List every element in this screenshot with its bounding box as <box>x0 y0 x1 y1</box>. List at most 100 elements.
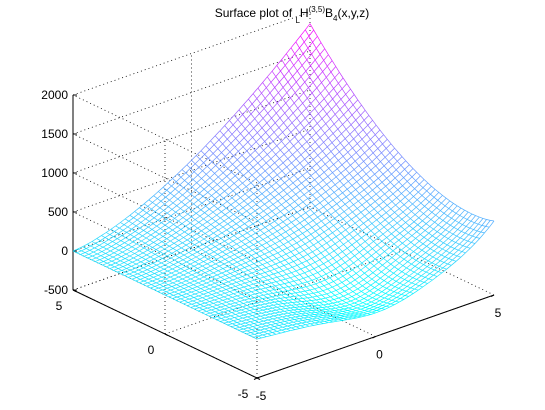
surface-segment <box>259 178 265 183</box>
surface-segment <box>330 246 335 252</box>
surface-segment <box>220 292 226 296</box>
surface-segment <box>298 298 303 300</box>
surface-segment <box>275 298 280 302</box>
surface-segment <box>253 217 258 221</box>
surface-segment <box>256 286 261 290</box>
surface-segment <box>382 169 389 175</box>
surface-segment <box>395 280 400 284</box>
surface-segment <box>317 291 323 296</box>
surface-segment <box>241 319 247 322</box>
surface-segment <box>267 182 272 187</box>
surface-segment <box>342 215 348 220</box>
surface-segment <box>341 164 346 170</box>
surface-segment <box>382 233 387 238</box>
surface-segment <box>260 314 266 317</box>
surface-segment <box>305 212 310 217</box>
surface-segment <box>455 237 461 243</box>
surface-segment <box>376 216 382 221</box>
surface-segment <box>358 226 363 231</box>
surface-segment <box>304 113 311 119</box>
surface-segment <box>426 216 432 220</box>
surface-segment <box>244 324 250 327</box>
surface-segment <box>257 241 263 246</box>
surface-segment <box>152 262 157 266</box>
surface-segment <box>465 226 470 229</box>
surface-segment <box>421 223 427 228</box>
surface-segment <box>332 229 338 233</box>
surface-segment <box>201 312 206 315</box>
surface-segment <box>270 245 275 250</box>
surface-segment <box>322 103 329 110</box>
surface-segment <box>267 319 272 323</box>
surface-segment <box>277 136 282 142</box>
surface-segment <box>380 157 386 162</box>
surface-segment <box>373 289 379 294</box>
surface-segment <box>230 249 236 253</box>
surface-segment <box>112 238 118 242</box>
surface-segment <box>81 250 86 253</box>
surface-segment <box>148 199 153 203</box>
surface-segment <box>271 258 277 261</box>
surface-segment <box>210 165 216 171</box>
surface-segment <box>338 119 343 125</box>
surface-segment <box>359 124 364 131</box>
surface-segment <box>130 267 136 271</box>
surface-segment <box>352 211 357 217</box>
surface-segment <box>328 137 333 143</box>
surface-segment <box>422 216 428 222</box>
surface-segment <box>382 282 388 287</box>
surface-segment <box>251 272 256 277</box>
surface-segment <box>271 320 277 323</box>
surface-segment <box>278 313 284 316</box>
surface-segment <box>335 307 340 311</box>
surface-segment <box>274 284 280 287</box>
surface-segment <box>289 204 294 209</box>
surface-segment <box>408 251 414 256</box>
surface-segment <box>348 104 354 111</box>
surface-segment <box>162 289 167 293</box>
surface-segment <box>391 299 396 302</box>
surface-segment <box>290 92 296 99</box>
surface-segment <box>202 221 208 226</box>
surface-segment <box>189 228 194 232</box>
surface-segment <box>432 200 438 206</box>
surface-segment <box>463 211 469 218</box>
surface-segment <box>330 71 335 78</box>
surface-segment <box>307 92 313 99</box>
surface-segment <box>119 262 125 266</box>
surface-segment <box>217 314 223 317</box>
surface-segment <box>170 211 176 217</box>
surface-segment <box>166 189 171 194</box>
surface-segment <box>389 247 394 252</box>
surface-segment <box>313 183 319 188</box>
surface-segment <box>227 138 232 144</box>
surface-segment <box>185 280 190 284</box>
surface-segment <box>382 261 388 266</box>
surface-segment <box>211 258 217 262</box>
surface-segment <box>196 286 201 289</box>
surface-segment <box>326 71 332 78</box>
surface-segment <box>439 213 445 219</box>
surface-segment <box>277 317 282 320</box>
surface-segment <box>142 232 148 237</box>
surface-segment <box>307 167 313 172</box>
surface-segment <box>422 182 429 188</box>
surface-segment <box>266 87 271 94</box>
surface-segment <box>164 221 171 226</box>
surface-segment <box>329 319 334 321</box>
surface-segment <box>455 212 460 216</box>
surface-segment <box>345 226 351 231</box>
surface-segment <box>229 120 234 126</box>
surface-segment <box>200 288 205 291</box>
surface-segment <box>231 281 237 285</box>
surface-segment <box>241 155 246 160</box>
surface-segment <box>318 60 324 67</box>
surface-segment <box>291 304 296 308</box>
surface-segment <box>224 277 230 280</box>
y-tick-mark <box>256 377 261 380</box>
surface-segment <box>331 180 336 185</box>
surface-segment <box>364 148 370 154</box>
surface-segment <box>438 271 443 274</box>
surface-segment <box>135 263 140 267</box>
surface-segment <box>262 281 267 285</box>
